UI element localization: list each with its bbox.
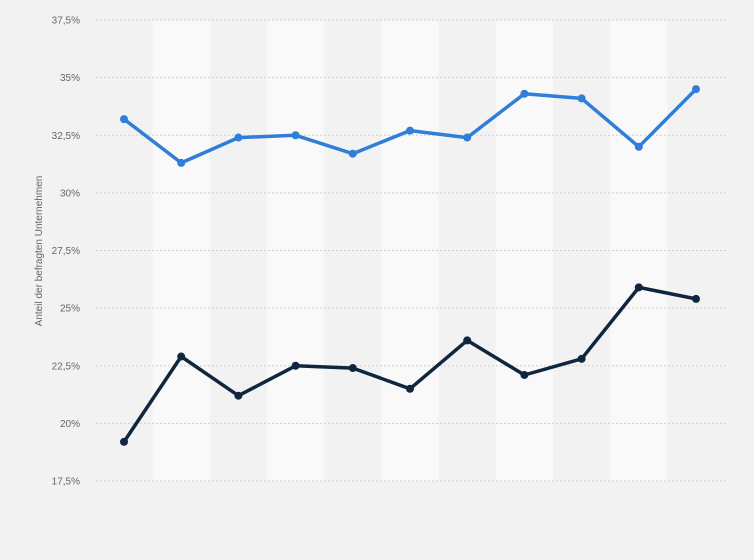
data-point[interactable] [463, 133, 472, 142]
data-point[interactable] [406, 126, 414, 135]
data-point[interactable] [291, 361, 300, 370]
data-point[interactable] [634, 142, 643, 151]
data-point[interactable] [577, 354, 586, 363]
data-point[interactable] [177, 352, 186, 361]
background-band [267, 20, 325, 481]
data-point[interactable] [348, 149, 357, 158]
y-tick-label: 37,5% [52, 16, 80, 27]
data-point[interactable] [463, 336, 472, 345]
data-point[interactable] [120, 115, 128, 124]
data-point[interactable] [348, 364, 357, 373]
data-point[interactable] [234, 391, 243, 400]
y-tick-label: 27,5% [52, 246, 80, 257]
data-point[interactable] [692, 85, 700, 94]
y-tick-label: 25% [60, 304, 80, 315]
data-point[interactable] [120, 437, 128, 446]
data-point[interactable] [406, 384, 414, 393]
data-point[interactable] [520, 370, 529, 379]
series-2 [120, 283, 700, 446]
data-point[interactable] [634, 283, 643, 292]
data-point[interactable] [234, 133, 243, 142]
data-point[interactable] [577, 94, 586, 103]
data-point[interactable] [692, 294, 700, 303]
y-tick-label: 17,5% [52, 477, 80, 488]
series-group [120, 85, 700, 446]
y-tick-label: 22,5% [52, 361, 80, 372]
y-tick-label: 30% [60, 188, 80, 199]
y-axis-title: Anteil der befragten Unternehmen [34, 176, 45, 327]
data-point[interactable] [291, 131, 300, 140]
y-tick-label: 32,5% [52, 131, 80, 142]
data-point[interactable] [520, 89, 529, 98]
series-1 [120, 85, 700, 167]
background-band [610, 20, 668, 481]
y-tick-label: 20% [60, 419, 80, 430]
y-axis-ticks: 17,5% 20% 22,5% 25% 27,5% 30% 32,5% 35% 37,5% [52, 16, 80, 488]
data-point[interactable] [177, 158, 186, 167]
y-tick-label: 35% [60, 73, 80, 84]
